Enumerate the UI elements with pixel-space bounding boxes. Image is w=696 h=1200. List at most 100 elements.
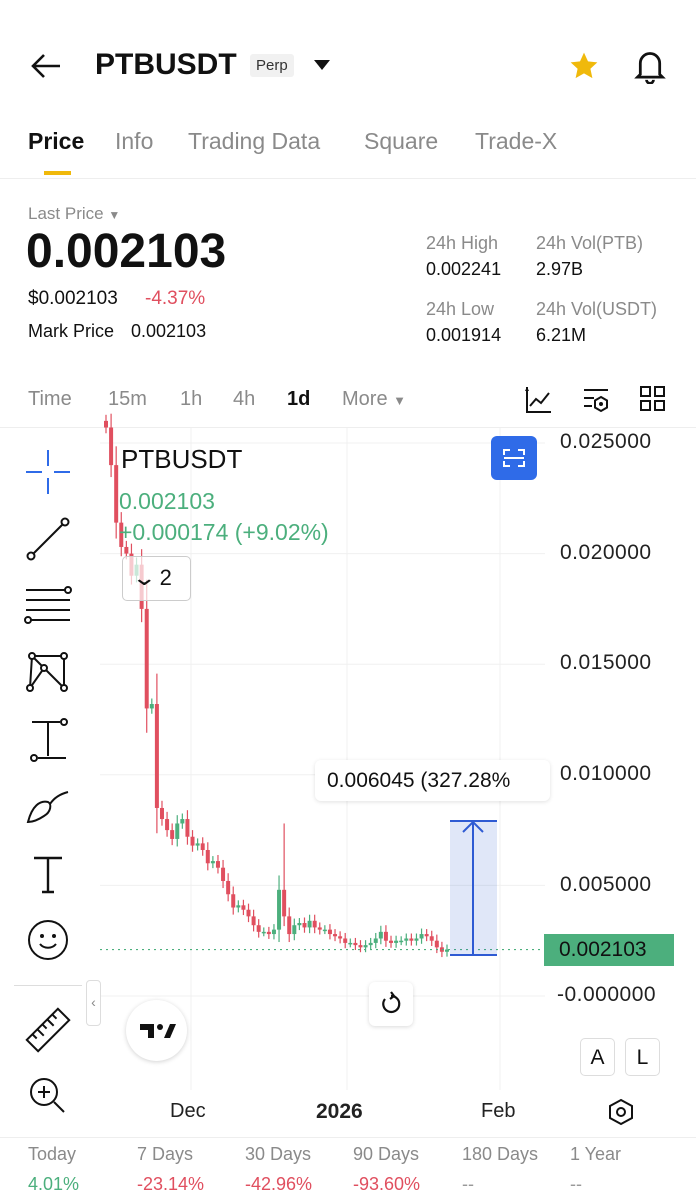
trend-line-icon[interactable] xyxy=(24,515,72,563)
fib-retracement-icon[interactable] xyxy=(24,582,72,630)
performance-value: -- xyxy=(462,1174,474,1194)
divider xyxy=(0,1137,696,1138)
candle-body xyxy=(119,522,124,547)
candle-body xyxy=(378,931,383,939)
timeframe-1h[interactable]: 1h xyxy=(180,388,203,410)
chevron-down-icon: ⌄ xyxy=(131,565,158,590)
candle-body xyxy=(144,608,149,709)
zoom-in-icon[interactable] xyxy=(24,1072,72,1120)
chart-settings-icon[interactable] xyxy=(582,385,610,415)
candle-body xyxy=(358,945,363,948)
candle-body xyxy=(394,940,399,943)
candle-body xyxy=(165,819,170,831)
last-price: 0.002103 xyxy=(26,225,227,278)
candle-body xyxy=(215,861,220,868)
timeframe-more[interactable]: More ▼ xyxy=(342,388,406,411)
active-tab-indicator xyxy=(44,171,71,175)
candle-body xyxy=(195,843,200,846)
candle-body xyxy=(439,947,444,952)
candle-body xyxy=(221,867,226,881)
collapse-indicators-button[interactable]: ⌄ 2 xyxy=(122,556,191,601)
timeframe-15m[interactable]: 15m xyxy=(108,388,147,410)
pattern-icon[interactable] xyxy=(24,648,72,696)
measure-tool-icon[interactable] xyxy=(24,716,72,764)
price-change: -4.37% xyxy=(145,288,206,309)
measure-tooltip: 0.006045 (327.28% xyxy=(315,760,550,801)
candle-body xyxy=(246,909,251,917)
ruler-icon[interactable] xyxy=(24,1006,72,1054)
auto-scale-button[interactable]: A xyxy=(580,1038,615,1076)
tab-trading-data[interactable]: Trading Data xyxy=(188,128,321,154)
axis-settings-icon[interactable] xyxy=(607,1098,635,1126)
candle-body xyxy=(389,940,394,943)
candle-body xyxy=(338,936,343,939)
reset-chart-button[interactable] xyxy=(369,982,413,1026)
candle-body xyxy=(170,830,175,839)
arrow-left-icon[interactable] xyxy=(30,52,62,80)
candle-body xyxy=(124,546,129,554)
log-scale-button[interactable]: L xyxy=(625,1038,660,1076)
candle-body xyxy=(333,934,338,937)
candle-body xyxy=(348,942,353,945)
star-icon[interactable] xyxy=(567,50,601,82)
timeframe-1d[interactable]: 1d xyxy=(287,388,311,410)
performance-label: 1 Year xyxy=(570,1144,622,1164)
performance-label: 7 Days xyxy=(137,1144,194,1164)
caret-down-icon[interactable] xyxy=(314,60,330,72)
candle-body xyxy=(154,704,159,808)
y-tick-label: 0.025000 xyxy=(560,430,652,453)
candle-body xyxy=(190,836,195,846)
candle-body xyxy=(256,925,261,932)
candle-body xyxy=(109,427,114,466)
candle-body xyxy=(282,889,287,917)
y-tick-label: 0.020000 xyxy=(560,541,652,564)
crosshair-icon[interactable] xyxy=(24,448,72,496)
caret-down-icon: ▼ xyxy=(393,393,407,408)
candle-body xyxy=(409,938,414,941)
timeframe-time[interactable]: Time xyxy=(28,388,72,410)
candle-body xyxy=(419,934,424,939)
last-price-label[interactable]: Last Price ▼ xyxy=(28,204,120,224)
brush-icon[interactable] xyxy=(24,782,72,830)
fullscreen-button[interactable] xyxy=(491,436,537,480)
candle-body xyxy=(434,940,439,948)
candle-body xyxy=(104,420,108,428)
candle-body xyxy=(226,880,231,895)
tab-trade-x[interactable]: Trade-X xyxy=(475,128,558,154)
text-tool-icon[interactable] xyxy=(24,850,72,898)
tradingview-logo[interactable] xyxy=(126,1000,187,1061)
candle-body xyxy=(251,916,256,926)
tab-square[interactable]: Square xyxy=(364,128,439,154)
tradingview-logo-icon xyxy=(140,1024,176,1038)
grid-layout-icon[interactable] xyxy=(640,386,666,412)
bell-icon[interactable] xyxy=(633,48,667,84)
candle-body xyxy=(114,465,119,523)
candle-body xyxy=(266,931,271,935)
y-tick-label: -0.000000 xyxy=(557,983,657,1006)
tab-info[interactable]: Info xyxy=(115,128,154,154)
candle-body xyxy=(424,934,429,937)
toolbar-divider xyxy=(14,985,82,986)
timeframe-4h[interactable]: 4h xyxy=(233,388,256,410)
x-tick-label: Dec xyxy=(170,1100,206,1122)
candle-body xyxy=(210,861,215,864)
high-value: 0.002241 xyxy=(426,259,502,279)
perp-badge: Perp xyxy=(250,54,294,77)
symbol-title[interactable]: PTBUSDT xyxy=(95,48,237,81)
high-label: 24h High xyxy=(426,233,499,253)
candle-body xyxy=(322,929,327,932)
divider xyxy=(0,178,696,179)
performance-value: -23.14% xyxy=(137,1174,205,1194)
emoji-icon[interactable] xyxy=(24,916,72,964)
indicator-chart-icon[interactable] xyxy=(524,385,552,415)
performance-label: 30 Days xyxy=(245,1144,312,1164)
candle-body xyxy=(327,929,332,935)
performance-value: -93.60% xyxy=(353,1174,421,1194)
toolbar-collapse-handle[interactable]: ‹ xyxy=(86,980,101,1026)
tab-price[interactable]: Price xyxy=(28,128,85,154)
candle-body xyxy=(277,889,282,930)
candlestick-chart[interactable] xyxy=(0,0,696,1140)
legend-symbol: PTBUSDT xyxy=(121,444,243,474)
x-tick-label: Feb xyxy=(481,1100,516,1122)
indicator-count: 2 xyxy=(159,565,172,590)
